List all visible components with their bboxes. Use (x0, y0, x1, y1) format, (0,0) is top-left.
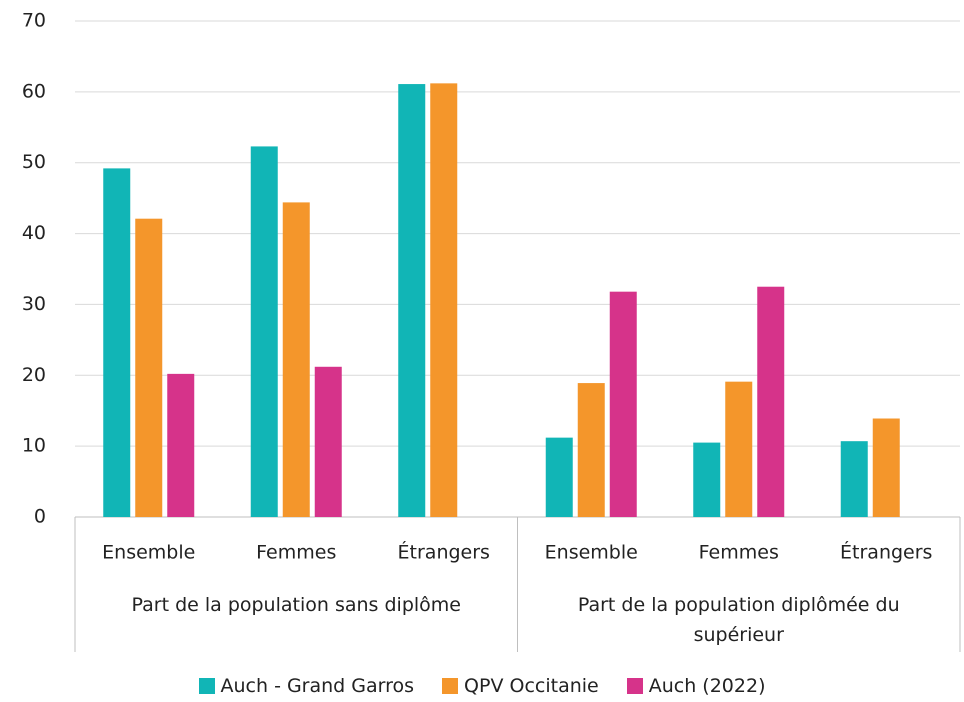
legend-swatch (442, 678, 459, 694)
y-tick-label: 30 (22, 293, 46, 315)
legend-swatch (198, 678, 215, 694)
legend-label: QPV Occitanie (464, 675, 599, 697)
bar (609, 291, 637, 517)
bar (725, 381, 753, 517)
y-tick-label: 50 (22, 151, 46, 173)
y-tick-label: 20 (22, 364, 46, 386)
group-label: Part de la population sans diplôme (131, 594, 461, 616)
y-tick-label: 60 (22, 80, 46, 102)
x-tick-label: Étrangers (840, 541, 932, 564)
bar (872, 418, 900, 517)
x-tick-label: Étrangers (398, 541, 490, 564)
legend-item: QPV Occitanie (442, 675, 599, 697)
bar (693, 442, 721, 517)
legend-label: Auch (2022) (648, 675, 766, 697)
bar (314, 366, 342, 517)
bar (757, 286, 785, 517)
x-tick-label: Ensemble (102, 542, 195, 564)
y-tick-label: 40 (22, 222, 46, 244)
y-tick-label: 0 (34, 506, 46, 528)
bar (545, 437, 573, 517)
bar (840, 441, 868, 517)
bar (430, 83, 458, 518)
bar (135, 218, 163, 518)
bar (167, 373, 195, 517)
legend-item: Auch - Grand Garros (198, 675, 415, 697)
legend-item: Auch (2022) (626, 675, 766, 697)
bar (398, 84, 426, 517)
legend-swatch (626, 678, 643, 694)
y-tick-label: 10 (22, 435, 46, 457)
x-tick-label: Femmes (699, 542, 779, 564)
bar (250, 146, 278, 517)
legend: Auch - Grand Garros QPV Occitanie Auch (20… (0, 675, 964, 697)
legend-label: Auch - Grand Garros (220, 675, 415, 697)
x-tick-label: Ensemble (545, 542, 638, 564)
y-tick-label: 70 (22, 10, 46, 32)
group-label: Part de la population diplômée du supéri… (577, 594, 900, 646)
x-tick-label: Femmes (256, 542, 336, 564)
bar (103, 168, 131, 517)
bar (282, 202, 310, 517)
bar (577, 383, 605, 517)
